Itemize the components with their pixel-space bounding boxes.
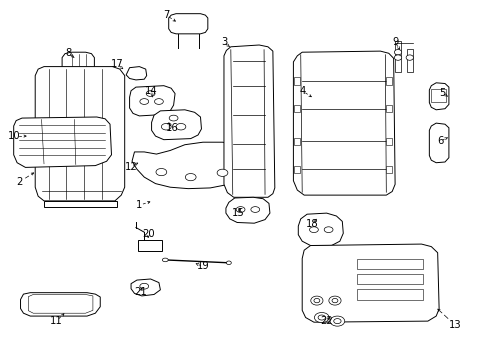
Bar: [386, 138, 391, 145]
Bar: [294, 166, 300, 173]
Text: 11: 11: [50, 316, 62, 326]
Text: 3: 3: [221, 37, 226, 48]
Ellipse shape: [329, 316, 344, 326]
Bar: [138, 240, 162, 251]
Ellipse shape: [185, 174, 196, 181]
Text: 13: 13: [447, 320, 460, 330]
Text: 9: 9: [391, 37, 398, 48]
Ellipse shape: [162, 258, 168, 262]
Ellipse shape: [333, 319, 340, 324]
Bar: [386, 105, 391, 112]
Ellipse shape: [161, 123, 171, 130]
Text: 10: 10: [8, 131, 21, 141]
Text: 18: 18: [305, 219, 318, 229]
Ellipse shape: [140, 99, 148, 104]
Polygon shape: [129, 86, 175, 116]
Ellipse shape: [309, 227, 318, 233]
Text: 5: 5: [438, 88, 445, 98]
Polygon shape: [225, 197, 269, 223]
Polygon shape: [302, 244, 438, 322]
Polygon shape: [168, 14, 207, 34]
Ellipse shape: [146, 91, 155, 96]
Ellipse shape: [140, 283, 148, 289]
Bar: [356, 289, 422, 300]
Ellipse shape: [236, 207, 244, 212]
Polygon shape: [428, 83, 448, 110]
Polygon shape: [131, 279, 160, 296]
Polygon shape: [428, 123, 448, 163]
Text: 14: 14: [145, 86, 158, 96]
Bar: [294, 138, 300, 145]
Ellipse shape: [393, 49, 401, 55]
Ellipse shape: [324, 227, 332, 233]
Ellipse shape: [176, 123, 185, 130]
Text: 7: 7: [163, 10, 169, 20]
Bar: [386, 166, 391, 173]
Polygon shape: [293, 51, 394, 195]
Ellipse shape: [318, 315, 325, 320]
Bar: [406, 49, 412, 72]
Ellipse shape: [226, 261, 231, 265]
Polygon shape: [126, 67, 146, 80]
Bar: [386, 77, 391, 85]
Text: 20: 20: [142, 229, 154, 239]
Ellipse shape: [217, 169, 227, 176]
Polygon shape: [132, 142, 253, 189]
Polygon shape: [298, 213, 343, 246]
Ellipse shape: [154, 99, 163, 104]
Text: 21: 21: [134, 287, 147, 297]
Text: 17: 17: [111, 59, 123, 69]
Ellipse shape: [156, 168, 166, 176]
Text: 12: 12: [124, 162, 137, 172]
Polygon shape: [20, 293, 100, 316]
Bar: [394, 41, 400, 72]
Text: 6: 6: [436, 136, 443, 146]
Polygon shape: [224, 45, 274, 197]
Polygon shape: [151, 110, 201, 140]
Ellipse shape: [393, 55, 401, 60]
Ellipse shape: [169, 115, 178, 121]
Ellipse shape: [405, 55, 412, 60]
Polygon shape: [44, 201, 117, 207]
Text: 15: 15: [232, 208, 244, 218]
Polygon shape: [62, 52, 94, 75]
Text: 16: 16: [165, 123, 178, 133]
Bar: [356, 259, 422, 269]
Text: 19: 19: [196, 261, 209, 271]
Bar: [430, 89, 445, 102]
Polygon shape: [28, 294, 93, 313]
Text: 8: 8: [65, 48, 71, 58]
Polygon shape: [35, 67, 124, 201]
Bar: [356, 274, 422, 284]
Bar: [294, 77, 300, 85]
Bar: [294, 105, 300, 112]
Ellipse shape: [328, 296, 341, 305]
Text: 1: 1: [136, 200, 142, 210]
Text: 2: 2: [16, 177, 23, 187]
Polygon shape: [14, 117, 111, 167]
Text: 22: 22: [320, 316, 332, 326]
Text: 4: 4: [299, 86, 305, 96]
Ellipse shape: [331, 298, 337, 303]
Ellipse shape: [310, 296, 323, 305]
Ellipse shape: [314, 312, 328, 323]
Ellipse shape: [250, 207, 259, 212]
Ellipse shape: [313, 298, 319, 303]
